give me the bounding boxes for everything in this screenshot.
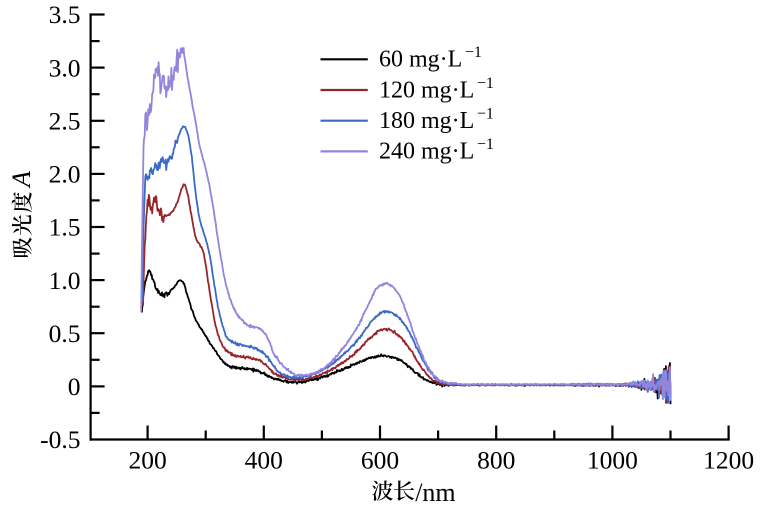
- svg-text:-0.5: -0.5: [40, 425, 80, 454]
- svg-text:1.5: 1.5: [49, 213, 81, 242]
- svg-text:2.0: 2.0: [49, 160, 81, 189]
- svg-text:1.0: 1.0: [49, 266, 81, 295]
- svg-text:3.5: 3.5: [49, 0, 81, 29]
- svg-text:0: 0: [68, 372, 81, 401]
- svg-text:400: 400: [245, 445, 283, 474]
- svg-text:600: 600: [361, 445, 399, 474]
- svg-text:1000: 1000: [587, 445, 638, 474]
- svg-text:2.5: 2.5: [49, 106, 81, 135]
- svg-text:A: A: [7, 171, 36, 189]
- svg-text:3.0: 3.0: [49, 53, 81, 82]
- svg-text:0.5: 0.5: [49, 319, 81, 348]
- svg-text:1200: 1200: [703, 445, 754, 474]
- svg-text:800: 800: [477, 445, 515, 474]
- svg-text:/nm: /nm: [415, 478, 455, 506]
- svg-text:200: 200: [128, 445, 166, 474]
